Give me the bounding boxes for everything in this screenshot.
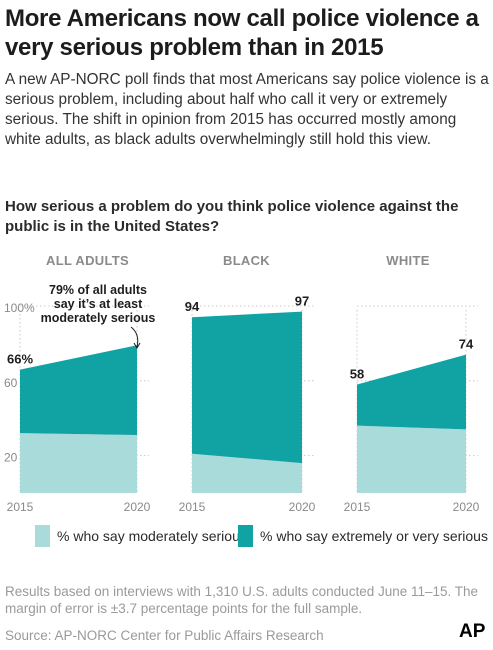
area-extreme-black [192,311,302,464]
legend-swatch-moderately [35,525,50,547]
chart-question: How serious a problem do you think polic… [5,198,459,235]
x-tick-label-2020-white: 2020 [453,500,480,514]
panel-title-all-adults: ALL ADULTS [46,253,129,268]
area-moderately-all-adults [20,433,137,493]
headline: More Americans now call police violence … [5,5,479,61]
y-tick-label-20: 20 [4,451,18,465]
value-label-2020-black: 97 [295,294,309,309]
area-extreme-white [357,354,466,430]
y-tick-label-60: 60 [4,376,18,390]
legend-label-extreme: % who say extremely or very serious [260,528,488,544]
annotation-line-3: moderately serious [41,311,156,325]
area-moderately-black [192,453,302,493]
x-tick-label-2015-white: 2015 [344,500,371,514]
area-charts: 2015 2020 66% 100% 60 20 2015 2020 94 97 2015 2020 5… [4,283,480,514]
x-tick-label-2020-all-adults: 2020 [124,500,151,514]
x-tick-label-2015-all-adults: 2015 [7,500,34,514]
annotation: 79% of all adults say it’s at least mode… [41,283,156,349]
value-label-2015-white: 58 [350,367,364,382]
x-tick-label-2020-black: 2020 [289,500,316,514]
intro-text: A new AP-NORC poll finds that most Ameri… [5,71,489,148]
annotation-line-1: 79% of all adults [49,283,147,297]
annotation-arrowhead [133,342,141,349]
area-extreme-all-adults [20,345,137,436]
area-moderately-white [357,425,466,493]
y-tick-label-100: 100% [4,301,35,315]
value-label-2015-black: 94 [185,299,200,314]
legend-swatch-extreme [238,525,253,547]
x-tick-label-2015-black: 2015 [179,500,206,514]
legend-item-moderately: % who say moderately serious [35,525,247,547]
panel-title-white: WHITE [386,253,430,268]
footnote: Results based on interviews with 1,310 U… [5,584,479,616]
annotation-line-2: say it’s at least [54,297,143,311]
legend-item-extreme: % who say extremely or very serious [238,525,488,547]
value-label-2020-white: 74 [459,337,474,352]
annotation-pointer [130,326,139,348]
legend-label-moderately: % who say moderately serious [57,528,247,544]
value-label-2015-all-adults: 66% [7,352,33,367]
source-credit: Source: AP-NORC Center for Public Affair… [5,628,324,643]
panel-title-black: BLACK [223,253,270,268]
ap-logo: AP [459,621,486,642]
